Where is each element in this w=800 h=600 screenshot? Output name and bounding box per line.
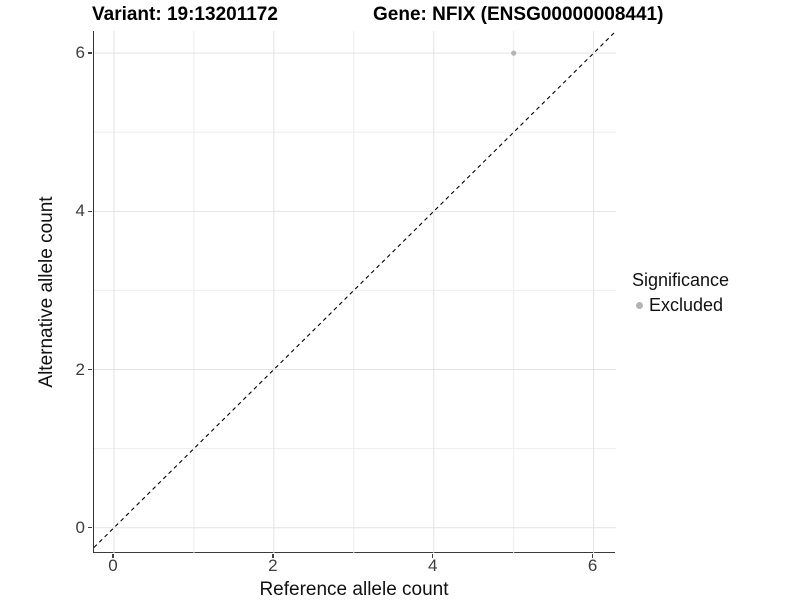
x-tick-label: 0 bbox=[108, 556, 118, 575]
x-tick-mark bbox=[272, 554, 274, 558]
y-tick-mark bbox=[88, 52, 92, 54]
legend-item-excluded: Excluded bbox=[632, 295, 729, 316]
plot-canvas bbox=[94, 31, 616, 553]
y-tick-mark bbox=[88, 526, 92, 529]
y-tick-label: 0 bbox=[75, 517, 85, 537]
x-tick-mark bbox=[591, 554, 594, 558]
data-point bbox=[511, 50, 517, 56]
x-tick-mark bbox=[431, 554, 434, 558]
x-tick-label: 2 bbox=[268, 556, 278, 575]
y-tick-label: 2 bbox=[75, 359, 85, 379]
y-tick-mark bbox=[88, 368, 92, 371]
legend: Significance Excluded bbox=[632, 270, 729, 316]
y-axis-title: Alternative allele count bbox=[36, 196, 57, 388]
x-axis-title: Reference allele count bbox=[259, 579, 449, 600]
excluded-point-icon bbox=[636, 302, 643, 309]
y-tick-mark bbox=[88, 210, 92, 213]
y-tick-label: 4 bbox=[75, 201, 85, 221]
x-tick-mark bbox=[112, 554, 114, 558]
legend-title: Significance bbox=[632, 270, 730, 290]
plot-panel bbox=[93, 31, 616, 553]
x-tick-label: 4 bbox=[428, 556, 438, 575]
y-tick-label: 6 bbox=[75, 43, 85, 63]
x-tick-label: 6 bbox=[587, 556, 598, 575]
plot-title-variant: Variant: 19:13201172 bbox=[92, 4, 278, 25]
plot-title-gene: Gene: NFIX (ENSG00000008441) bbox=[373, 4, 664, 25]
legend-item-label: Excluded bbox=[649, 295, 724, 315]
identity-line bbox=[94, 31, 616, 548]
